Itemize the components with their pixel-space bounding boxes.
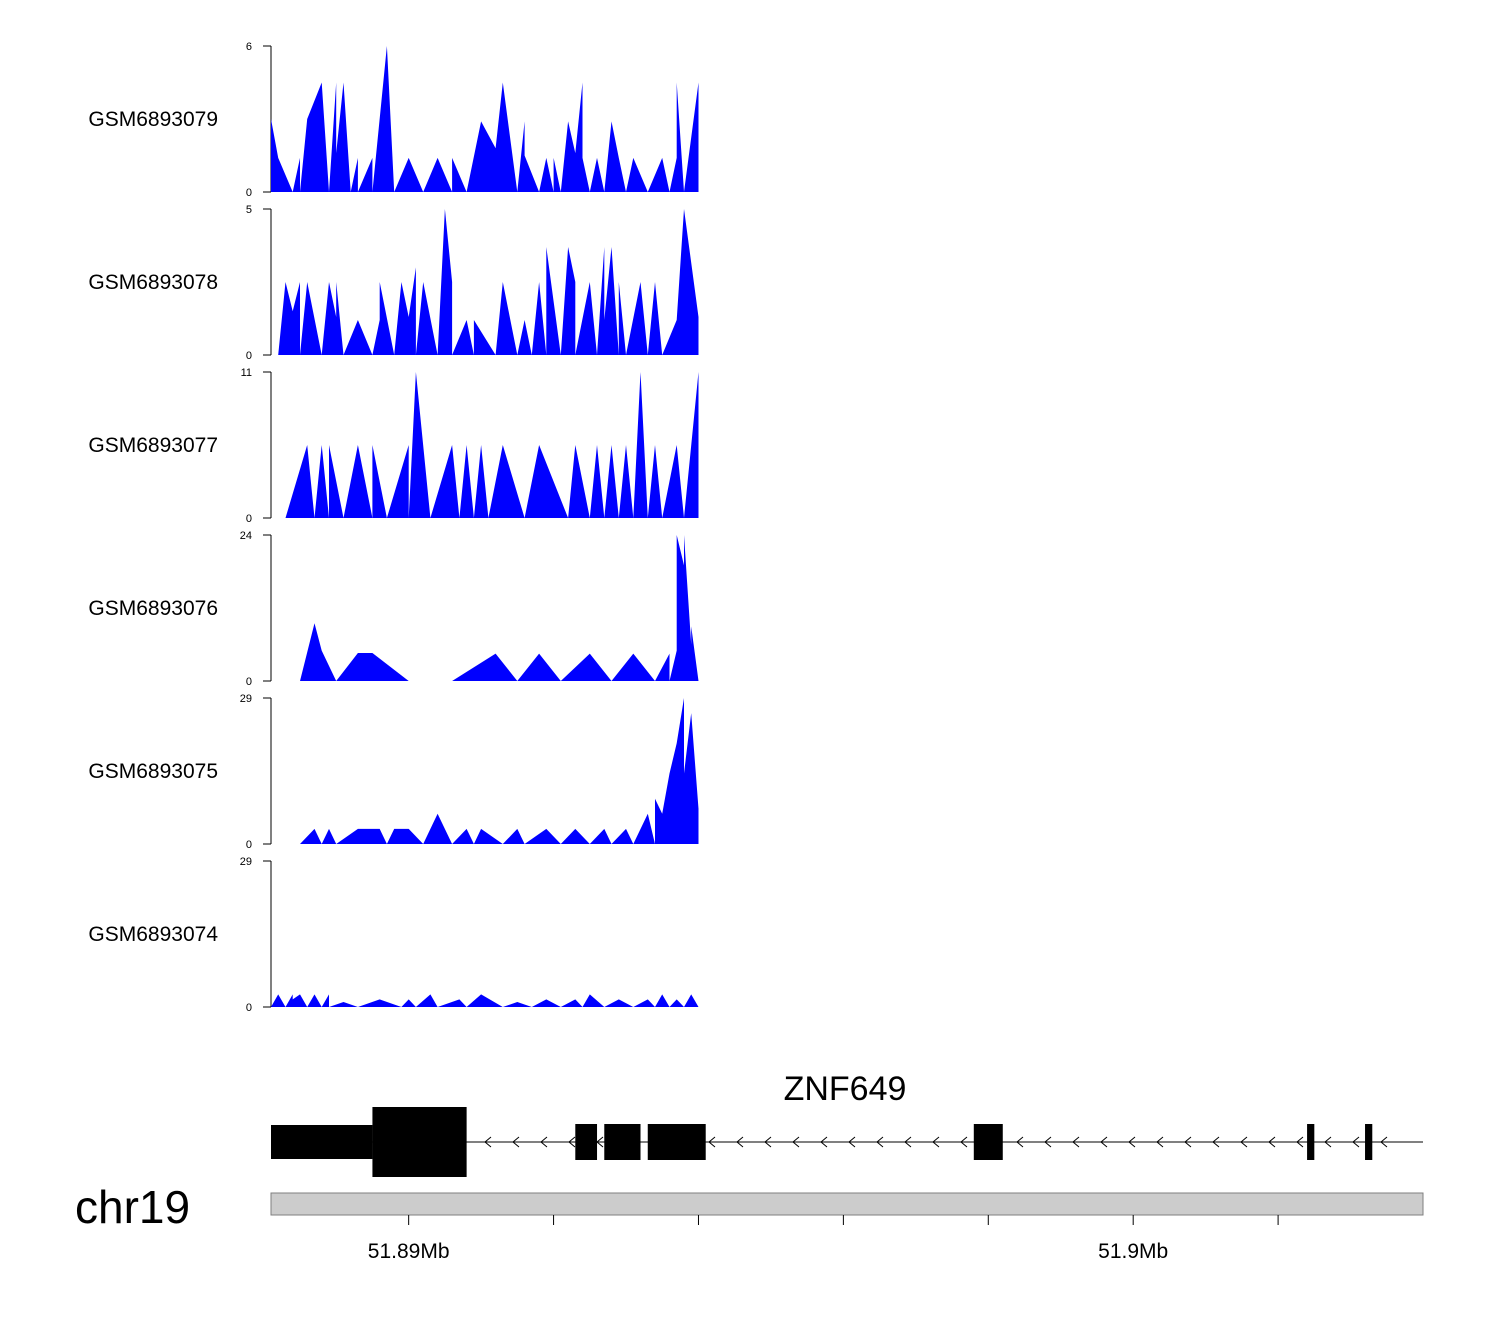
strand-arrow [820, 1136, 828, 1148]
strand-arrow [1184, 1136, 1192, 1148]
exon-block [372, 1107, 467, 1177]
coverage-area [278, 209, 699, 355]
coverage-area [300, 698, 699, 844]
strand-arrow [1212, 1136, 1220, 1148]
track-GSM6893076: GSM6893076 24 0 [88, 530, 699, 688]
exon-block [676, 1124, 692, 1160]
chromosome-label: chr19 [75, 1181, 190, 1233]
track-label: GSM6893075 [88, 760, 218, 783]
strand-arrow [792, 1136, 800, 1148]
axis-tick-label: 51.9Mb [1098, 1240, 1168, 1263]
strand-arrow [1128, 1136, 1136, 1148]
track-label: GSM6893077 [88, 434, 218, 457]
strand-arrow [1044, 1136, 1052, 1148]
axis-tick-label: 51.89Mb [368, 1240, 450, 1263]
exon-block [1307, 1124, 1315, 1160]
track-GSM6893075: GSM6893075 29 0 [88, 693, 699, 851]
exon-block [575, 1124, 598, 1160]
track-y-min-label: 0 [246, 513, 252, 525]
track-y-max-label: 29 [240, 856, 252, 868]
strand-arrow [904, 1136, 912, 1148]
strand-arrow [708, 1136, 716, 1148]
strand-arrow [764, 1136, 772, 1148]
strand-arrow [1156, 1136, 1164, 1148]
strand-arrow [512, 1136, 520, 1148]
track-y-min-label: 0 [246, 1002, 252, 1014]
exon-block [973, 1124, 1003, 1160]
strand-arrow [876, 1136, 884, 1148]
track-GSM6893074: GSM6893074 29 0 [88, 856, 699, 1014]
track-label: GSM6893074 [88, 923, 218, 946]
coverage-area [300, 535, 699, 681]
track-label: GSM6893079 [88, 108, 218, 131]
track-y-max-label: 24 [240, 530, 252, 542]
track-y-max-label: 11 [241, 367, 252, 379]
strand-arrow [484, 1136, 492, 1148]
strand-arrow [1100, 1136, 1108, 1148]
track-y-min-label: 0 [246, 676, 252, 688]
strand-arrow [1380, 1136, 1388, 1148]
strand-arrow [848, 1136, 856, 1148]
track-GSM6893078: GSM6893078 5 0 [88, 204, 699, 362]
track-GSM6893079: GSM6893079 6 0 [88, 41, 699, 199]
track-label: GSM6893076 [88, 597, 218, 620]
utr-block [271, 1125, 373, 1159]
track-y-min-label: 0 [246, 187, 252, 199]
coverage-area [285, 372, 699, 518]
track-y-max-label: 5 [246, 204, 252, 216]
strand-arrow [1352, 1136, 1360, 1148]
strand-arrow [540, 1136, 548, 1148]
genome-axis: chr19 51.89Mb 51.9Mb [75, 1181, 1424, 1263]
strand-arrow [960, 1136, 968, 1148]
strand-arrow [1072, 1136, 1080, 1148]
exon-block [1365, 1124, 1373, 1160]
exon-block [604, 1124, 641, 1160]
strand-arrow [1324, 1136, 1332, 1148]
strand-arrow [1240, 1136, 1248, 1148]
track-y-max-label: 6 [246, 41, 252, 53]
track-y-max-label: 29 [240, 693, 252, 705]
track-y-min-label: 0 [246, 839, 252, 851]
strand-arrow [1268, 1136, 1276, 1148]
coverage-area [271, 994, 699, 1007]
coverage-area [271, 46, 699, 192]
strand-arrow [932, 1136, 940, 1148]
chromosome-ideogram-bar [270, 1192, 1424, 1216]
gene-name-label: ZNF649 [784, 1070, 907, 1108]
strand-arrow [568, 1136, 576, 1148]
gene-model-track: ZNF649 [271, 1070, 1423, 1177]
strand-arrow [736, 1136, 744, 1148]
track-GSM6893077: GSM6893077 11 0 [88, 367, 699, 525]
strand-arrow [1296, 1136, 1304, 1148]
track-label: GSM6893078 [88, 271, 218, 294]
coverage-tracks: GSM689307960GSM689307850GSM6893077110GSM… [88, 41, 699, 1014]
strand-arrow [1016, 1136, 1024, 1148]
track-y-min-label: 0 [246, 350, 252, 362]
